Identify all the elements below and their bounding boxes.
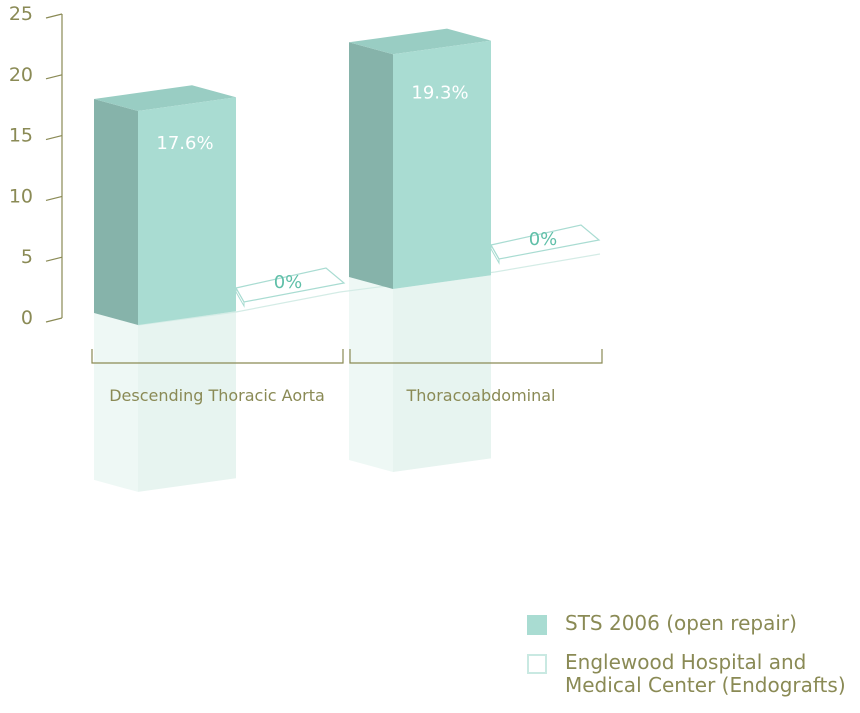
legend-item-englewood: Englewood Hospital and Medical Center (E… — [527, 651, 860, 697]
y-tick-label: 15 — [9, 125, 33, 147]
bar-reflection-side — [349, 277, 393, 473]
bar-top-face — [349, 28, 491, 55]
legend-label-sts: STS 2006 (open repair) — [565, 611, 797, 635]
y-tick-mark — [45, 195, 63, 201]
y-tick-mark — [45, 317, 63, 323]
category-bracket — [349, 349, 603, 364]
bar-value-label: 17.6% — [156, 133, 213, 154]
y-tick-mark — [45, 256, 63, 262]
y-tick-label: 0 — [21, 307, 33, 329]
y-tick-label: 25 — [9, 3, 33, 25]
y-axis: 0 5 10 15 20 25 — [9, 3, 63, 329]
legend-item-sts: STS 2006 (open repair) — [527, 612, 860, 635]
bar-side-face — [94, 98, 138, 325]
bar-top-face — [94, 85, 236, 111]
zero-value-label: 0% — [529, 229, 558, 250]
bar-reflections — [94, 275, 491, 492]
category-label: Thoracoabdominal — [406, 386, 556, 405]
y-tick-label: 10 — [9, 185, 33, 207]
bar-value-label: 19.3% — [411, 82, 468, 103]
floor-line — [137, 253, 601, 326]
bar-reflection-front — [138, 311, 236, 492]
y-tick-label: 5 — [21, 246, 33, 268]
bar-reflection-front — [393, 275, 491, 473]
y-tick-label: 20 — [9, 64, 33, 86]
zero-bar-edge — [235, 286, 245, 308]
y-tick-mark — [45, 74, 63, 80]
legend-swatch-englewood — [527, 654, 547, 674]
bar-chart: 0 5 10 15 20 25 17.6% 19.3% 0% 0% Descending Tho… — [9, 3, 603, 492]
y-tick-mark — [45, 13, 63, 19]
legend-swatch-sts — [527, 615, 547, 635]
zero-value-label: 0% — [274, 272, 303, 293]
category-bracket — [91, 349, 344, 364]
category-brackets: Descending Thoracic Aorta Thoracoabdomina… — [91, 349, 603, 405]
y-tick-mark — [45, 135, 63, 141]
bar-front-face — [138, 97, 236, 325]
chart-floor — [137, 253, 601, 326]
category-label: Descending Thoracic Aorta — [109, 386, 325, 405]
bar-front-face — [393, 40, 491, 290]
bar-side-face — [349, 42, 393, 290]
legend-label-englewood: Englewood Hospital and Medical Center (E… — [565, 650, 846, 697]
zero-bar-edge — [490, 243, 500, 265]
bar-reflection-side — [94, 313, 138, 492]
bars: 17.6% 19.3% 0% 0% — [94, 28, 601, 325]
legend: STS 2006 (open repair) Englewood Hospita… — [527, 612, 860, 713]
